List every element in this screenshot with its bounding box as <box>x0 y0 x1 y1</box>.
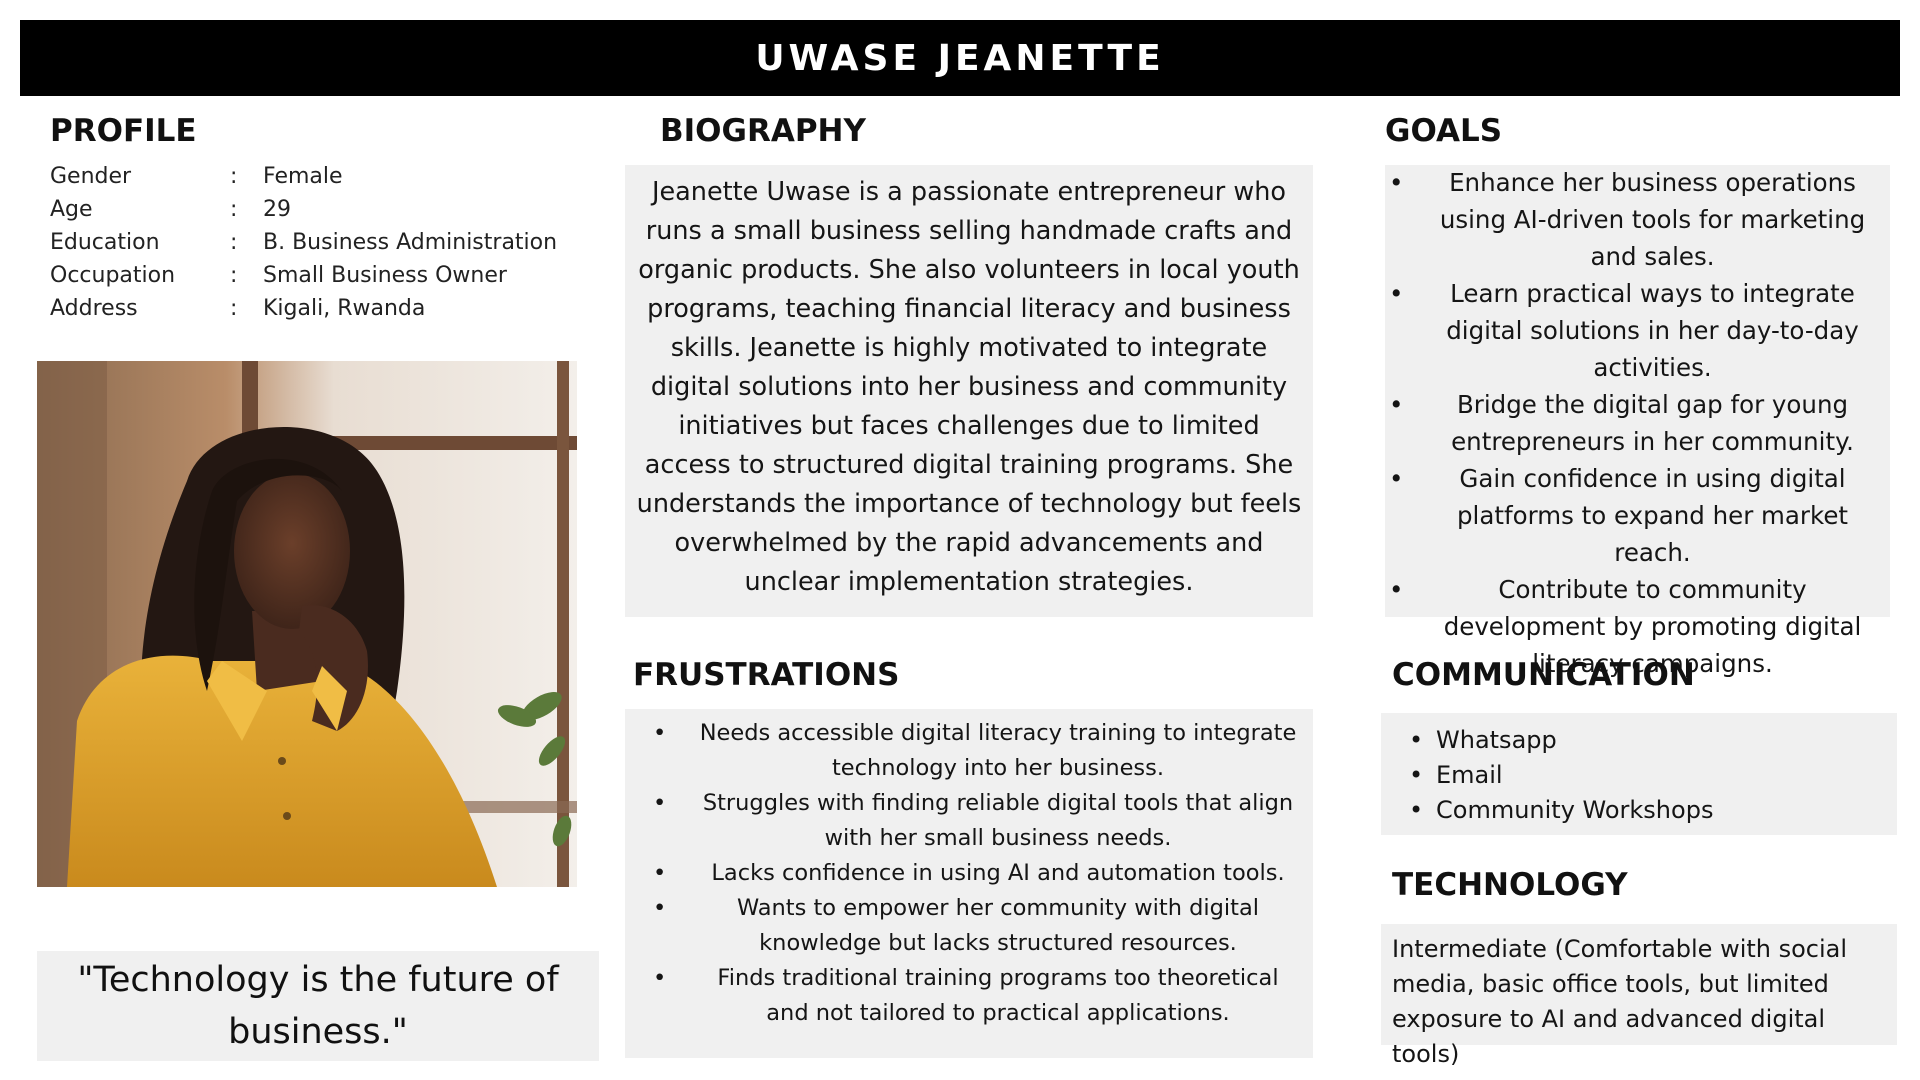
quote-box: "Technology is the future of business." <box>37 951 599 1061</box>
bullet-icon: • <box>653 895 667 921</box>
bullet-icon: • <box>653 720 667 746</box>
list-item: • Enhance her business operations using A… <box>1385 164 1890 275</box>
bullet-icon: • <box>653 965 667 991</box>
frustration-text: Finds traditional training programs too … <box>717 965 1279 1026</box>
profile-label: Address <box>50 296 138 321</box>
list-item: • Struggles with finding reliable digital… <box>625 786 1313 856</box>
biography-box: Jeanette Uwase is a passionate entrepren… <box>625 165 1313 617</box>
list-item: • Whatsapp <box>1381 723 1713 758</box>
bullet-icon: • <box>1389 279 1404 308</box>
profile-colon: : <box>230 230 238 255</box>
profile-value: 29 <box>263 197 291 222</box>
technology-box: Intermediate (Comfortable with social me… <box>1381 924 1897 1068</box>
channel-text: Community Workshops <box>1436 796 1714 824</box>
goal-text: Enhance her business operations using AI… <box>1439 168 1866 271</box>
list-item: • Finds traditional training programs too… <box>625 961 1313 1031</box>
profile-value: Small Business Owner <box>263 263 507 288</box>
profile-colon: : <box>230 197 238 222</box>
persona-photo <box>37 361 577 887</box>
profile-colon: : <box>230 263 238 288</box>
header-banner: UWASE JEANETTE <box>20 20 1900 96</box>
frustration-text: Needs accessible digital literacy traini… <box>699 720 1297 781</box>
bullet-icon: • <box>1389 168 1404 197</box>
biography-title: BIOGRAPHY <box>660 113 866 149</box>
technology-text: Intermediate (Comfortable with social me… <box>1392 935 1848 1068</box>
bullet-icon: • <box>1409 726 1424 754</box>
channel-text: Email <box>1436 761 1503 789</box>
communication-box: • Whatsapp • Email • Community Workshops <box>1381 713 1897 835</box>
profile-label: Gender <box>50 164 132 189</box>
bullet-icon: • <box>653 790 667 816</box>
bullet-icon: • <box>1389 575 1404 604</box>
list-item: • Lacks confidence in using AI and automa… <box>625 856 1313 891</box>
biography-text: Jeanette Uwase is a passionate entrepren… <box>636 177 1302 597</box>
profile-value: Kigali, Rwanda <box>263 296 426 321</box>
frustrations-title: FRUSTRATIONS <box>633 657 900 693</box>
persona-quote: "Technology is the future of business." <box>77 960 559 1052</box>
goals-box: • Enhance her business operations using A… <box>1385 165 1890 678</box>
technology-title: TECHNOLOGY <box>1392 867 1628 903</box>
list-item: • Learn practical ways to integrate digit… <box>1385 275 1890 386</box>
list-item: • Bridge the digital gap for young entrep… <box>1385 386 1890 460</box>
channel-text: Whatsapp <box>1436 726 1557 754</box>
goals-title: GOALS <box>1385 113 1503 149</box>
profile-label: Age <box>50 197 93 222</box>
list-item: • Gain confidence in using digital platfo… <box>1385 460 1890 571</box>
profile-row-age: Age : 29 <box>50 193 580 226</box>
goal-text: Learn practical ways to integrate digita… <box>1446 279 1859 382</box>
frustrations-list: • Needs accessible digital literacy train… <box>625 716 1313 1031</box>
profile-details: Gender : Female Age : 29 Education : B. … <box>50 160 580 325</box>
frustration-text: Struggles with finding reliable digital … <box>702 790 1294 851</box>
frustration-text: Lacks confidence in using AI and automat… <box>711 860 1285 886</box>
profile-colon: : <box>230 296 238 321</box>
profile-label: Education <box>50 230 160 255</box>
goal-text: Contribute to community development by p… <box>1443 575 1862 678</box>
list-item: • Community Workshops <box>1381 793 1713 828</box>
frustrations-box: • Needs accessible digital literacy train… <box>625 709 1313 1058</box>
list-item: • Email <box>1381 758 1713 793</box>
profile-row-education: Education : B. Business Administration <box>50 226 580 259</box>
list-item: • Contribute to community development by … <box>1385 571 1890 682</box>
persona-name: UWASE JEANETTE <box>755 37 1165 79</box>
goal-text: Gain confidence in using digital platfor… <box>1456 464 1849 567</box>
profile-row-occupation: Occupation : Small Business Owner <box>50 259 580 292</box>
communication-title: COMMUNICATION <box>1392 657 1695 693</box>
profile-value: Female <box>263 164 343 189</box>
profile-colon: : <box>230 164 238 189</box>
frustration-text: Wants to empower her community with digi… <box>736 895 1260 956</box>
goal-text: Bridge the digital gap for young entrepr… <box>1451 390 1854 456</box>
bullet-icon: • <box>1389 390 1404 419</box>
bullet-icon: • <box>1389 464 1404 493</box>
goals-list: • Enhance her business operations using A… <box>1385 164 1890 682</box>
communication-list: • Whatsapp • Email • Community Workshops <box>1381 723 1713 828</box>
bullet-icon: • <box>653 860 667 886</box>
list-item: • Wants to empower her community with dig… <box>625 891 1313 961</box>
profile-title: PROFILE <box>50 113 197 149</box>
bullet-icon: • <box>1409 796 1424 824</box>
bullet-icon: • <box>1409 761 1424 789</box>
profile-value: B. Business Administration <box>263 230 558 255</box>
profile-row-gender: Gender : Female <box>50 160 580 193</box>
list-item: • Needs accessible digital literacy train… <box>625 716 1313 786</box>
profile-label: Occupation <box>50 263 176 288</box>
profile-row-address: Address : Kigali, Rwanda <box>50 292 580 325</box>
